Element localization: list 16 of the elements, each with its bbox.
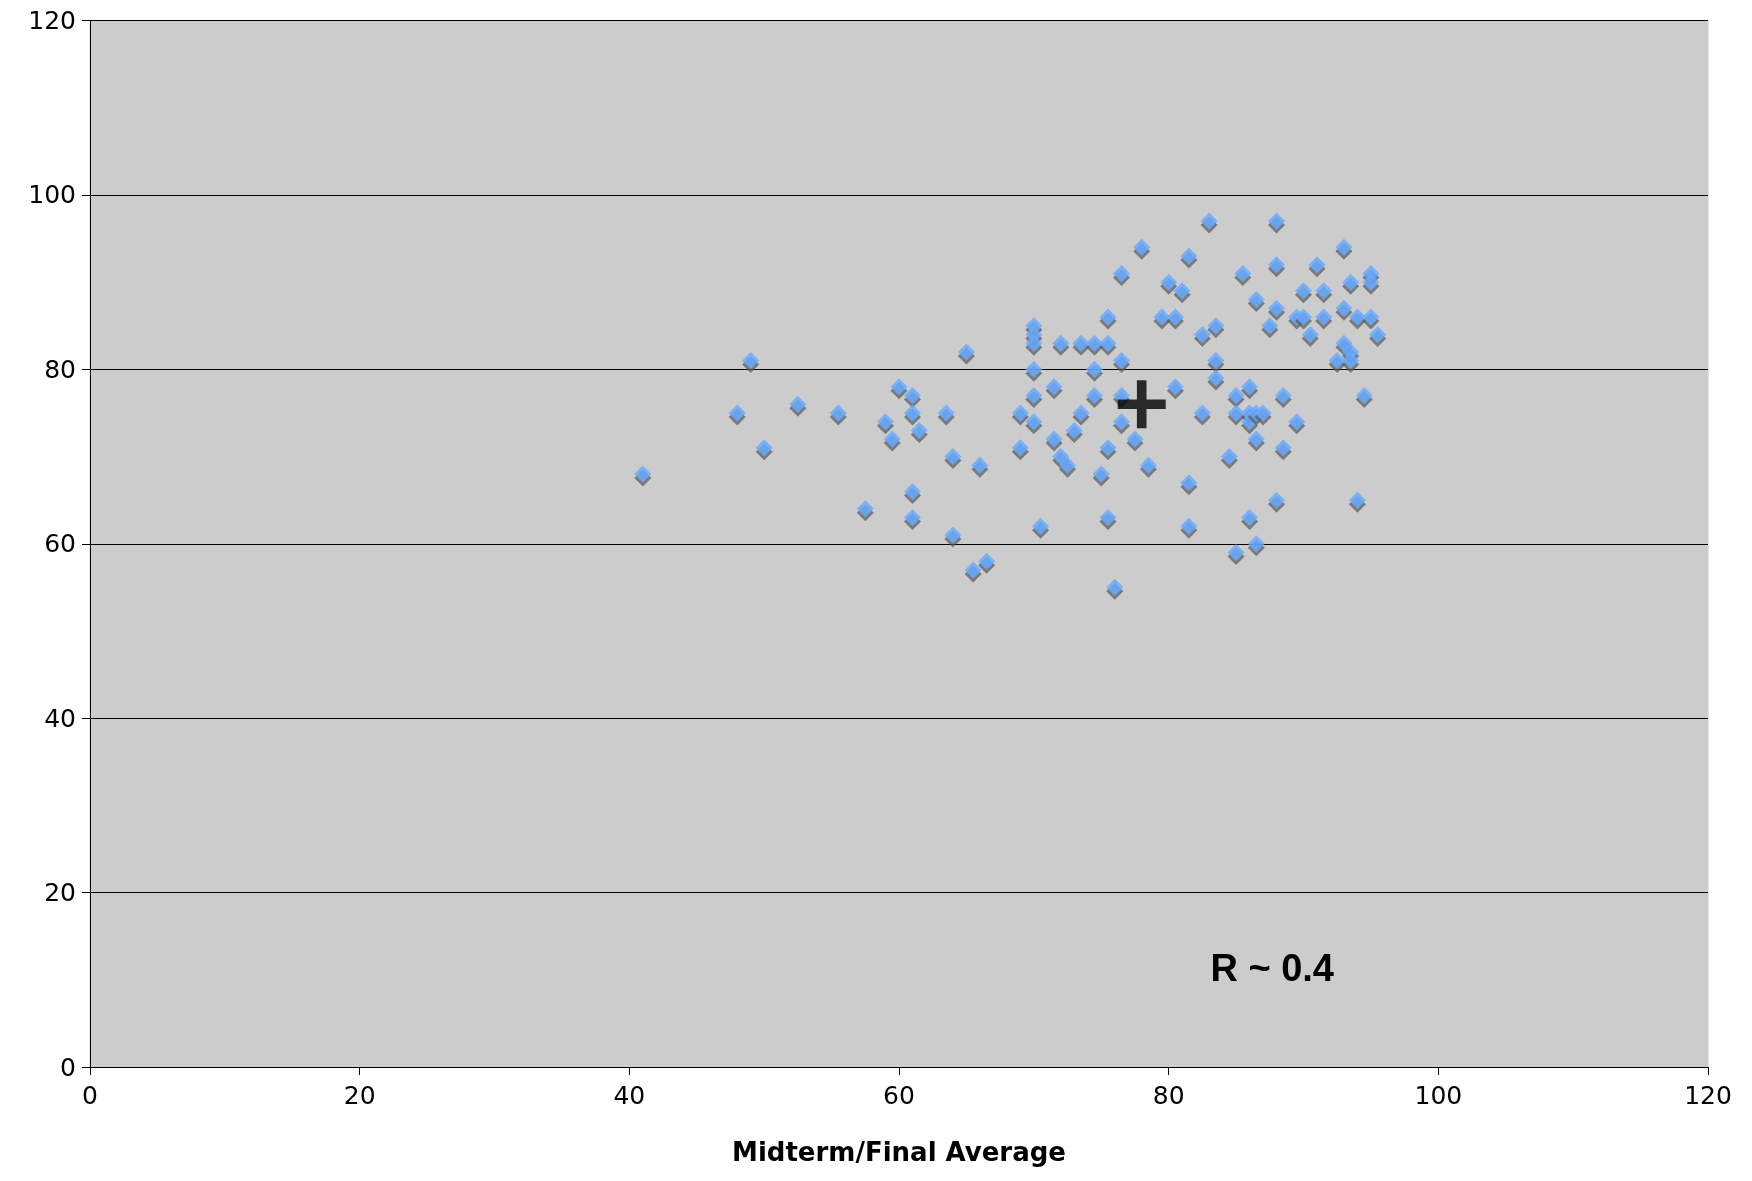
annotation: R ~ 0.4 (1210, 947, 1334, 989)
y-tick-label: 80 (44, 354, 76, 384)
x-tick-label: 80 (1152, 1081, 1185, 1110)
y-tick-label: 60 (44, 529, 76, 559)
y-tick-label: 20 (44, 878, 76, 908)
x-tick-label: 100 (1414, 1081, 1463, 1110)
x-axis-title: Midterm/Final Average (732, 1137, 1066, 1167)
x-tick-label: 40 (613, 1081, 646, 1110)
y-tick-label: 40 (44, 703, 76, 733)
y-tick-label: 100 (28, 180, 76, 210)
y-tick-label: 0 (60, 1052, 76, 1082)
x-tick-label: 60 (883, 1081, 915, 1110)
x-tick-label: 0 (82, 1081, 98, 1110)
y-tick-label: 120 (28, 6, 76, 35)
x-tick-label: 20 (343, 1081, 376, 1110)
x-tick-label: 120 (1684, 1081, 1732, 1110)
